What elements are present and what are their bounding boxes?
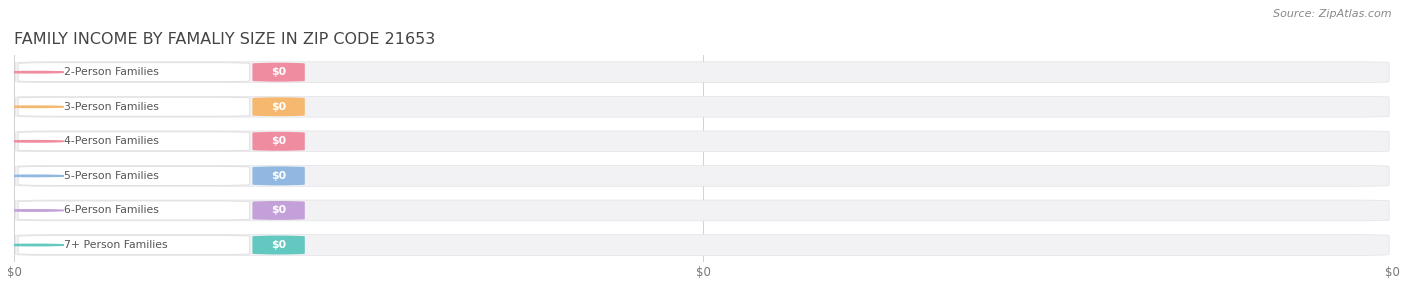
FancyBboxPatch shape xyxy=(15,62,1389,83)
FancyBboxPatch shape xyxy=(253,167,305,185)
Circle shape xyxy=(6,106,63,107)
FancyBboxPatch shape xyxy=(253,201,305,220)
Circle shape xyxy=(6,141,63,142)
FancyBboxPatch shape xyxy=(18,235,250,254)
Circle shape xyxy=(6,175,63,177)
FancyBboxPatch shape xyxy=(15,131,1389,152)
Text: $0: $0 xyxy=(271,206,287,215)
Text: 4-Person Families: 4-Person Families xyxy=(63,136,159,146)
Text: 6-Person Families: 6-Person Families xyxy=(63,206,159,215)
Circle shape xyxy=(6,210,63,211)
Text: $0: $0 xyxy=(271,102,287,112)
Circle shape xyxy=(6,71,63,73)
FancyBboxPatch shape xyxy=(18,167,250,185)
Text: 2-Person Families: 2-Person Families xyxy=(63,67,159,77)
Text: $0: $0 xyxy=(271,171,287,181)
FancyBboxPatch shape xyxy=(18,201,250,220)
FancyBboxPatch shape xyxy=(18,63,250,82)
Text: $0: $0 xyxy=(271,67,287,77)
Text: $0: $0 xyxy=(271,136,287,146)
FancyBboxPatch shape xyxy=(253,235,305,254)
FancyBboxPatch shape xyxy=(15,166,1389,186)
Text: Source: ZipAtlas.com: Source: ZipAtlas.com xyxy=(1274,9,1392,19)
FancyBboxPatch shape xyxy=(18,132,250,151)
FancyBboxPatch shape xyxy=(253,97,305,116)
FancyBboxPatch shape xyxy=(15,96,1389,117)
FancyBboxPatch shape xyxy=(253,63,305,82)
FancyBboxPatch shape xyxy=(253,132,305,151)
Text: 7+ Person Families: 7+ Person Families xyxy=(63,240,167,250)
Text: $0: $0 xyxy=(271,240,287,250)
Circle shape xyxy=(6,244,63,246)
FancyBboxPatch shape xyxy=(15,235,1389,255)
FancyBboxPatch shape xyxy=(15,200,1389,221)
Text: 3-Person Families: 3-Person Families xyxy=(63,102,159,112)
FancyBboxPatch shape xyxy=(18,97,250,116)
Text: 5-Person Families: 5-Person Families xyxy=(63,171,159,181)
Text: FAMILY INCOME BY FAMALIY SIZE IN ZIP CODE 21653: FAMILY INCOME BY FAMALIY SIZE IN ZIP COD… xyxy=(14,32,436,47)
